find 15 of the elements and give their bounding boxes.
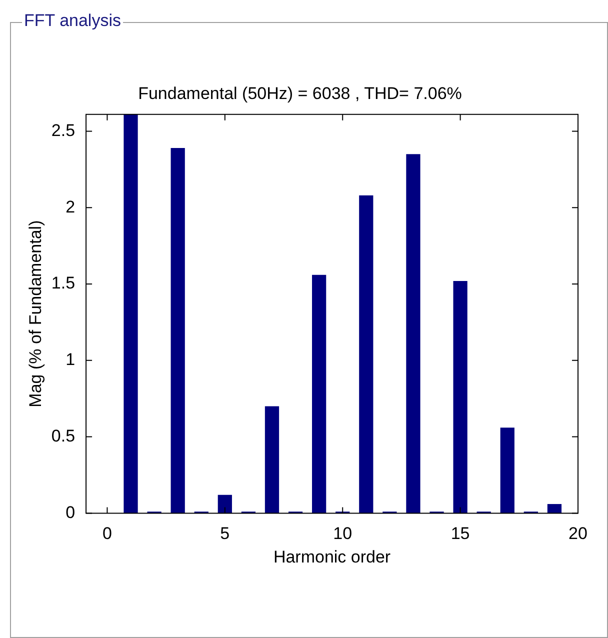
x-tick-label: 5 xyxy=(220,524,230,544)
y-tick-label: 2 xyxy=(66,197,76,216)
y-tick-label: 2.5 xyxy=(51,120,76,140)
x-tick-label: 20 xyxy=(568,524,588,544)
y-tick-label: 0.5 xyxy=(51,426,76,446)
x-tick-label: 15 xyxy=(450,524,470,544)
y-tick-label: 1.5 xyxy=(51,274,76,293)
x-axis-title: Harmonic order xyxy=(273,547,391,566)
y-tick-label: 0 xyxy=(66,502,76,522)
x-tick-label: 0 xyxy=(102,524,112,544)
chart-title: FFT analysis xyxy=(22,10,123,32)
y-tick-label: 1 xyxy=(66,350,76,370)
chart-subtitle: Fundamental (50Hz) = 6038 , THD= 7.06% xyxy=(138,84,462,103)
y-axis-title: Mag (% of Fundamental) xyxy=(26,220,45,408)
x-tick-label: 10 xyxy=(333,524,352,544)
